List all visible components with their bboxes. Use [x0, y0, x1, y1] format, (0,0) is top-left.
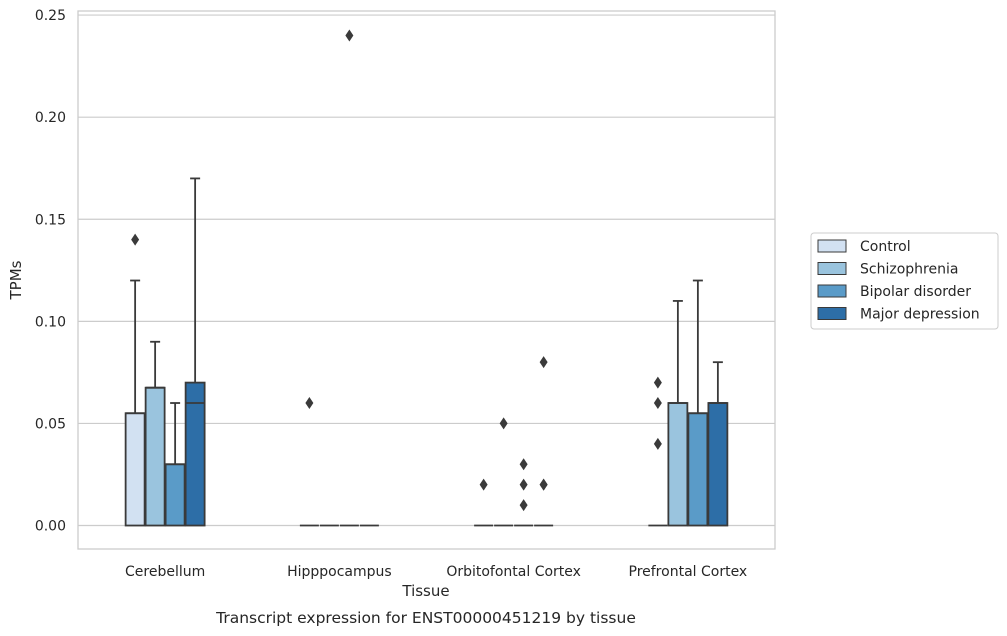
box-schizophrenia — [144, 340, 166, 527]
y-tick-label: 0.05 — [35, 416, 66, 432]
boxes — [124, 177, 729, 527]
x-tick-label: Cerebellum — [125, 564, 205, 580]
outlier-point — [653, 437, 662, 450]
legend-swatch — [817, 239, 847, 253]
box-major-depression — [707, 361, 729, 527]
y-tick-label: 0.20 — [35, 110, 66, 126]
x-axis-ticks: Cerebellum Hipppocampus Orbitofontal Corte… — [125, 564, 747, 580]
y-tick-label: 0.00 — [35, 519, 66, 535]
legend-label: Schizophrenia — [860, 262, 958, 278]
box-bipolar-disorder — [687, 279, 709, 527]
outlier-point — [519, 458, 528, 471]
outlier-point — [539, 478, 548, 491]
legend-label: Major depression — [860, 307, 980, 323]
legend-label: Bipolar disorder — [860, 284, 971, 300]
outlier-point — [305, 397, 314, 410]
legend-frame — [810, 232, 999, 330]
box-body — [164, 463, 186, 527]
outlier-point — [479, 478, 488, 491]
y-tick-label: 0.15 — [35, 212, 66, 228]
legend-swatch — [817, 262, 847, 275]
legend-swatch — [817, 284, 847, 298]
box-body — [124, 412, 146, 527]
box-body — [667, 402, 689, 527]
box-body — [144, 386, 166, 527]
legend-label: Control — [860, 239, 911, 255]
outlier-point — [519, 478, 528, 491]
y-axis-title: TPMs — [7, 260, 25, 300]
x-tick-label: Hipppocampus — [287, 564, 392, 580]
outlier-point — [653, 397, 662, 410]
outlier-point — [519, 499, 528, 512]
outlier-point — [345, 29, 354, 42]
outlier-point — [653, 376, 662, 389]
y-axis-ticks: 0.00 0.05 0.10 0.15 0.20 0.25 — [35, 8, 66, 534]
outlier-point — [499, 417, 508, 430]
box-schizophrenia — [667, 300, 689, 527]
box-control — [124, 279, 146, 527]
x-tick-label: Prefrontal Cortex — [629, 564, 748, 580]
box-major-depression — [184, 177, 206, 527]
box-body — [687, 412, 709, 527]
plot-frame — [77, 10, 776, 550]
y-tick-label: 0.25 — [35, 8, 66, 24]
outliers — [131, 29, 662, 512]
box-bipolar-disorder — [164, 402, 186, 527]
y-tick-label: 0.10 — [35, 314, 66, 330]
x-axis-title: Tissue — [401, 582, 449, 600]
outlier-point — [539, 356, 548, 369]
box-body — [184, 381, 206, 527]
outlier-point — [131, 233, 140, 246]
x-tick-label: Orbitofontal Cortex — [446, 564, 581, 580]
legend-swatch — [817, 307, 847, 320]
figure-caption: Transcript expression for ENST0000045121… — [215, 609, 636, 627]
legend: Control Schizophrenia Bipolar disorder Majo… — [810, 232, 999, 330]
box-body — [707, 402, 729, 527]
